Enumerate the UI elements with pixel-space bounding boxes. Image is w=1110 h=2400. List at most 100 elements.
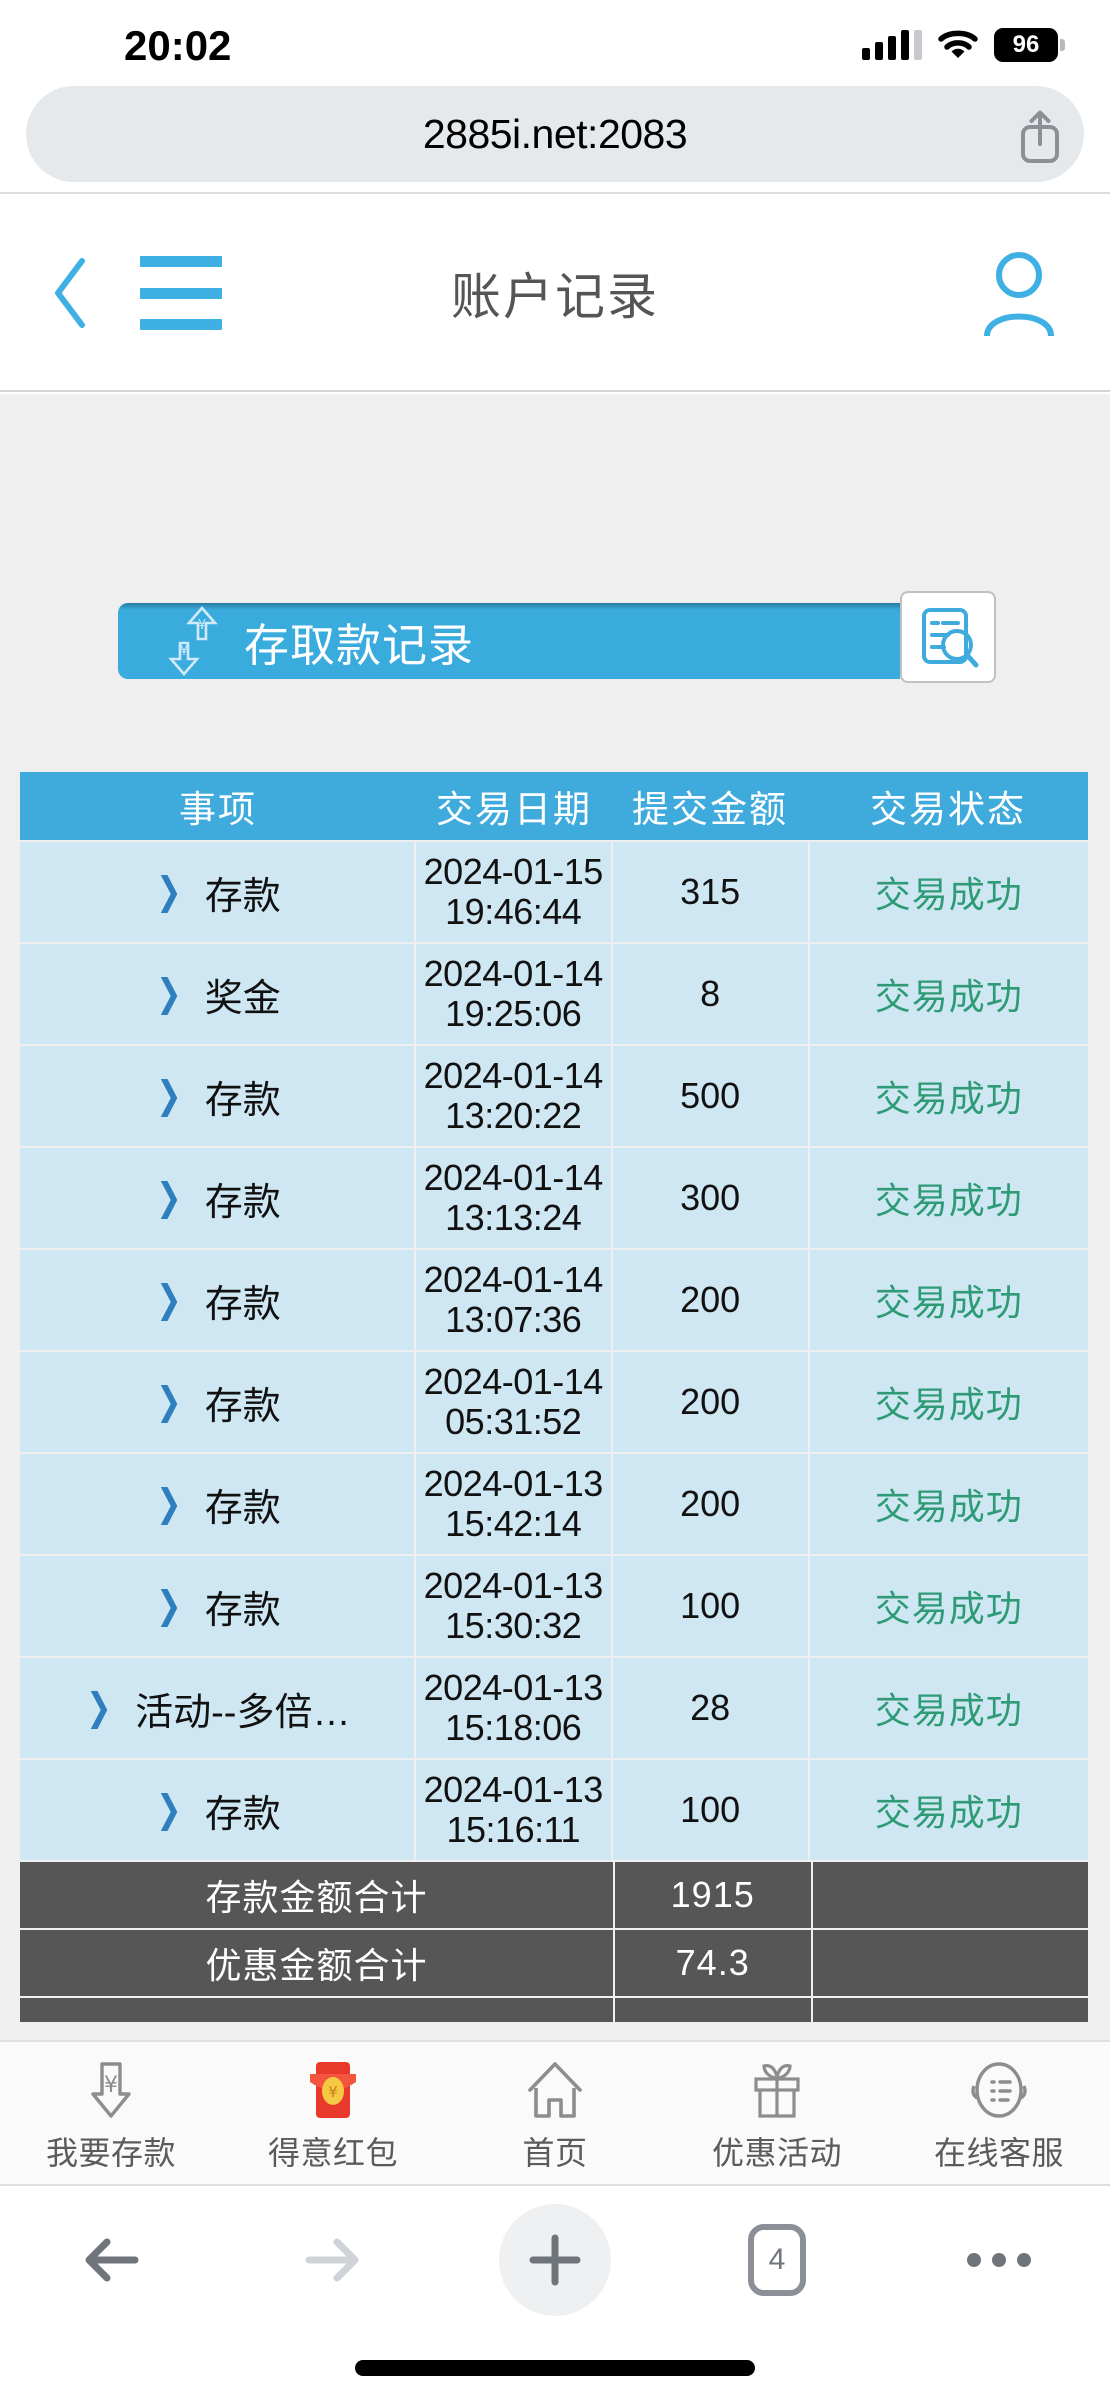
cell-date: 2024-01-15 19:46:44 xyxy=(415,842,611,942)
summary-value: 74.3 xyxy=(614,1930,811,1996)
chevron-right-icon[interactable]: ❯ xyxy=(86,1687,112,1729)
nav-item-gift[interactable]: 优惠活动 xyxy=(666,2042,888,2184)
summary-blank xyxy=(812,1998,1088,2022)
cell-status: 交易成功 xyxy=(809,1556,1089,1656)
chevron-left-icon[interactable] xyxy=(48,256,92,330)
share-icon[interactable] xyxy=(1014,108,1066,164)
table-row[interactable]: ❯ 存款 2024-01-14 13:20:22 500 交易成功 xyxy=(20,1046,1089,1146)
row-item-label: 存款 xyxy=(204,1181,281,1224)
cell-item[interactable]: ❯ 存款 xyxy=(20,1760,414,1860)
chevron-right-icon[interactable]: ❯ xyxy=(156,871,182,913)
cell-item[interactable]: ❯ 存款 xyxy=(20,842,414,942)
cell-status: 交易成功 xyxy=(809,842,1089,942)
nav-item-label: 在线客服 xyxy=(933,2135,1064,2171)
table-row[interactable]: ❯ 存款 2024-01-13 15:30:32 100 交易成功 xyxy=(20,1556,1089,1656)
cell-status: 交易成功 xyxy=(809,944,1089,1044)
table-row[interactable]: ❯ 存款 2024-01-13 15:16:11 100 交易成功 xyxy=(20,1760,1089,1860)
row-item-label: 存款 xyxy=(204,1385,281,1428)
hamburger-menu-icon[interactable] xyxy=(140,256,222,330)
url-text: 2885i.net:2083 xyxy=(422,110,688,157)
summary-blank xyxy=(614,1998,811,2022)
document-search-icon[interactable] xyxy=(900,591,996,683)
chevron-right-icon[interactable]: ❯ xyxy=(156,1585,182,1627)
cell-item[interactable]: ❯ 活动--多倍… xyxy=(20,1658,414,1758)
row-item-label: 活动--多倍… xyxy=(135,1691,351,1734)
ios-status-bar: 20:02 96 xyxy=(0,0,1110,80)
cell-item[interactable]: ❯ 存款 xyxy=(20,1148,414,1248)
app-bottom-nav: ¥ 我要存款 ¥ 得意红包 首页 优惠活动 在线客服 xyxy=(0,2040,1110,2186)
tab-count-label: 4 xyxy=(768,2243,786,2276)
cell-item[interactable]: ❯ 存款 xyxy=(20,1454,414,1554)
cell-item[interactable]: ❯ 存款 xyxy=(20,1046,414,1146)
nav-item-label: 首页 xyxy=(522,2135,588,2171)
table-row[interactable]: ❯ 存款 2024-01-14 13:07:36 200 交易成功 xyxy=(20,1250,1089,1350)
cell-date: 2024-01-14 05:31:52 xyxy=(415,1352,611,1452)
cell-status: 交易成功 xyxy=(809,1760,1089,1860)
chevron-right-icon[interactable]: ❯ xyxy=(156,1483,182,1525)
chevron-right-icon[interactable]: ❯ xyxy=(156,1075,182,1117)
table-row[interactable]: ❯ 活动--多倍… 2024-01-13 15:18:06 28 交易成功 xyxy=(20,1658,1089,1758)
cell-amount: 500 xyxy=(612,1046,808,1146)
url-input[interactable]: 2885i.net:2083 xyxy=(26,86,1084,182)
home-indicator xyxy=(355,2360,755,2376)
cell-status: 交易成功 xyxy=(809,1352,1089,1452)
records-banner[interactable]: ¥ ¥ 存取款记录 xyxy=(118,603,900,679)
table-row[interactable]: ❯ 存款 2024-01-14 13:13:24 300 交易成功 xyxy=(20,1148,1089,1248)
cell-item[interactable]: ❯ 存款 xyxy=(20,1556,414,1656)
row-date: 2024-01-14 xyxy=(423,1054,604,1096)
cell-date: 2024-01-14 19:25:06 xyxy=(415,944,611,1044)
row-date: 2024-01-13 xyxy=(423,1768,604,1810)
chevron-right-icon[interactable]: ❯ xyxy=(156,1177,182,1219)
chevron-right-icon[interactable]: ❯ xyxy=(156,1279,182,1321)
column-header-amount: 提交金额 xyxy=(632,789,788,830)
summary-label: 存款金额合计 xyxy=(20,1862,613,1928)
cell-amount: 200 xyxy=(612,1250,808,1350)
table-row[interactable]: ❯ 奖金 2024-01-14 19:25:06 8 交易成功 xyxy=(20,944,1089,1044)
table-summary: 存款金额合计 1915 优惠金额合计 74.3 xyxy=(20,1862,1088,2022)
cell-amount: 100 xyxy=(612,1760,808,1860)
tab-count-button[interactable]: 4 xyxy=(666,2224,888,2296)
chevron-right-icon[interactable]: ❯ xyxy=(156,973,182,1015)
table-row[interactable]: ❯ 存款 2024-01-13 15:42:14 200 交易成功 xyxy=(20,1454,1089,1554)
nav-item-deposit-arrow[interactable]: ¥ 我要存款 xyxy=(0,2042,222,2184)
row-item-label: 存款 xyxy=(204,1589,281,1632)
row-date: 2024-01-14 xyxy=(423,1360,604,1402)
nav-item-red-envelope[interactable]: ¥ 得意红包 xyxy=(222,2042,444,2184)
arrow-left-icon[interactable] xyxy=(0,2224,222,2296)
cell-status: 交易成功 xyxy=(809,1658,1089,1758)
nav-item-headset-chat[interactable]: 在线客服 xyxy=(888,2042,1110,2184)
row-date: 2024-01-13 xyxy=(423,1564,604,1606)
cell-date: 2024-01-13 15:16:11 xyxy=(415,1760,611,1860)
svg-text:¥: ¥ xyxy=(198,618,206,633)
table-row[interactable]: ❯ 存款 2024-01-15 19:46:44 315 交易成功 xyxy=(20,842,1089,942)
table-summary-row-clipped xyxy=(20,1998,1088,2022)
cell-item[interactable]: ❯ 奖金 xyxy=(20,944,414,1044)
cell-status: 交易成功 xyxy=(809,1046,1089,1146)
red-envelope-icon: ¥ xyxy=(302,2058,364,2122)
cell-date: 2024-01-13 15:30:32 xyxy=(415,1556,611,1656)
cell-date: 2024-01-13 15:18:06 xyxy=(415,1658,611,1758)
row-time: 19:25:06 xyxy=(445,993,582,1034)
chevron-right-icon[interactable]: ❯ xyxy=(156,1789,182,1831)
status-bar-clock: 20:02 xyxy=(124,22,232,69)
arrow-right-icon[interactable] xyxy=(222,2224,444,2296)
ellipsis-icon[interactable] xyxy=(888,2253,1110,2267)
row-time: 05:31:52 xyxy=(445,1401,582,1442)
table-row[interactable]: ❯ 存款 2024-01-14 05:31:52 200 交易成功 xyxy=(20,1352,1089,1452)
cell-amount: 100 xyxy=(612,1556,808,1656)
plus-icon[interactable] xyxy=(444,2204,666,2316)
column-header-item: 事项 xyxy=(179,789,257,830)
chevron-right-icon[interactable]: ❯ xyxy=(156,1381,182,1423)
column-header-status: 交易状态 xyxy=(870,789,1026,830)
svg-text:¥: ¥ xyxy=(328,2083,338,2101)
cell-item[interactable]: ❯ 存款 xyxy=(20,1250,414,1350)
cell-amount: 28 xyxy=(612,1658,808,1758)
nav-item-home[interactable]: 首页 xyxy=(444,2042,666,2184)
page-title: 账户记录 xyxy=(451,269,659,325)
table-body: ❯ 存款 2024-01-15 19:46:44 315 交易成功 ❯ 奖金 2024-01-1… xyxy=(20,842,1089,1860)
cell-item[interactable]: ❯ 存款 xyxy=(20,1352,414,1452)
user-avatar-icon[interactable] xyxy=(980,250,1058,339)
browser-toolbar: 4 xyxy=(0,2188,1110,2400)
battery-icon: 96 xyxy=(994,28,1065,62)
row-item-label: 存款 xyxy=(204,1793,281,1836)
